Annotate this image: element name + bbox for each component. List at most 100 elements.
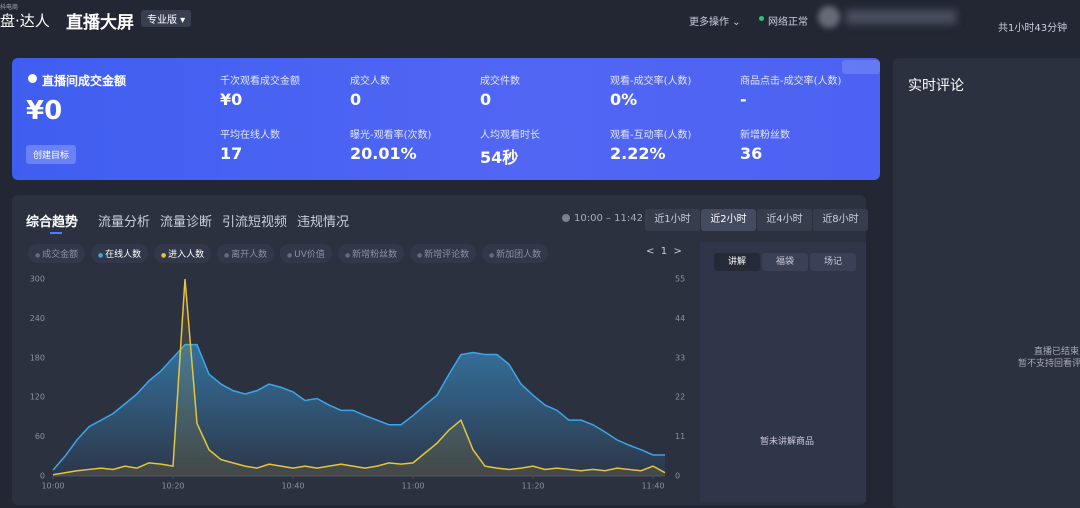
chip-text: 新加团人数 bbox=[496, 250, 542, 260]
y-tick-label: 300 bbox=[30, 275, 45, 284]
avatar bbox=[818, 6, 840, 28]
chip-text: 新增评论数 bbox=[424, 250, 470, 260]
range-button[interactable]: 近4小时 bbox=[757, 209, 812, 231]
metric-label: 人均观看时长 bbox=[480, 130, 540, 141]
summary-card bbox=[12, 58, 880, 180]
tab[interactable]: 综合趋势 bbox=[26, 215, 79, 230]
comments-note: 暂不支持回看评论 bbox=[1018, 359, 1080, 369]
metric-label: 商品点击-成交率(人数) bbox=[740, 76, 842, 87]
metric-value: 0 bbox=[480, 90, 492, 109]
page-title: 直播大屏 bbox=[66, 13, 134, 33]
y2-tick-label: 11 bbox=[675, 432, 685, 441]
side-empty: 暂未讲解商品 bbox=[760, 437, 815, 447]
metric-label: 成交件数 bbox=[480, 76, 520, 87]
chip-text: 进入人数 bbox=[168, 250, 205, 260]
icon bbox=[28, 74, 37, 83]
tab[interactable]: 引流短视频 bbox=[222, 215, 288, 230]
y2-tick-label: 44 bbox=[675, 314, 685, 323]
y-tick-label: 240 bbox=[30, 314, 45, 323]
brand: 盘·达人 bbox=[0, 12, 50, 30]
metric-value: 2.22% bbox=[610, 144, 666, 163]
metric-label: 曝光-观看率(次数) bbox=[350, 130, 432, 141]
range-button[interactable]: 近8小时 bbox=[813, 209, 868, 231]
y2-tick-label: 22 bbox=[675, 393, 685, 402]
metric-value: ¥0 bbox=[220, 90, 243, 109]
main-label: 直播间成交金额 bbox=[42, 74, 127, 88]
badge[interactable]: 专业版 ▾ bbox=[141, 10, 192, 27]
legend-chip[interactable]: ● 进入人数 bbox=[154, 244, 212, 263]
duration: 共1小时43分钟 bbox=[998, 23, 1068, 34]
side-tab[interactable]: 讲解 bbox=[714, 253, 760, 271]
area-fill bbox=[53, 344, 665, 476]
comments-status: 直播已结束 bbox=[1034, 347, 1080, 357]
y-tick-label: 0 bbox=[40, 472, 45, 481]
metric-label: 观看-互动率(人数) bbox=[610, 130, 692, 141]
time-range: 10:00 – 11:42 bbox=[574, 213, 643, 224]
metric-label: 观看-成交率(人数) bbox=[610, 76, 692, 87]
y2-tick-label: 0 bbox=[675, 472, 680, 481]
metric-value: 0 bbox=[350, 90, 362, 109]
metric-value: 20.01% bbox=[350, 144, 417, 163]
metric-value: 17 bbox=[220, 144, 243, 163]
x-tick-label: 10:20 bbox=[161, 482, 184, 491]
x-tick-label: 10:00 bbox=[41, 482, 64, 491]
side-tab[interactable]: 场记 bbox=[810, 253, 856, 271]
metric-label: 新增粉丝数 bbox=[740, 130, 790, 141]
x-tick-label: 11:00 bbox=[401, 482, 424, 491]
tab[interactable]: 违规情况 bbox=[297, 215, 350, 230]
range-button[interactable]: 近1小时 bbox=[645, 209, 700, 231]
series-line bbox=[52, 278, 666, 476]
comments-panel bbox=[893, 58, 1080, 508]
metric-label: 成交人数 bbox=[350, 76, 390, 87]
chip-text: 离开人数 bbox=[231, 250, 268, 260]
badge-text: 专业版 bbox=[147, 15, 177, 26]
main-value: ¥0 bbox=[26, 96, 63, 126]
legend-chip[interactable]: ● 新增评论数 bbox=[410, 244, 477, 263]
x-tick-label: 11:40 bbox=[641, 482, 664, 491]
side-panel bbox=[700, 242, 866, 502]
more-menu[interactable]: 更多操作 ⌄ bbox=[689, 17, 741, 28]
chip-text: UV价值 bbox=[294, 250, 325, 260]
tab-underline bbox=[50, 232, 62, 234]
metric-value: 0% bbox=[610, 90, 638, 109]
legend-chip[interactable]: ● UV价值 bbox=[280, 244, 332, 263]
side-tab[interactable]: 福袋 bbox=[762, 253, 808, 271]
metric-value: 54秒 bbox=[480, 148, 519, 167]
x-tick-label: 11:20 bbox=[521, 482, 544, 491]
more-text: 更多操作 bbox=[689, 17, 729, 28]
comments-title: 实时评论 bbox=[908, 78, 964, 94]
legend-chip[interactable]: ● 新增粉丝数 bbox=[338, 244, 405, 263]
y-tick-label: 120 bbox=[30, 393, 45, 402]
range-button[interactable]: 近2小时 bbox=[701, 209, 756, 231]
page-number: 1 bbox=[660, 246, 668, 257]
series-line bbox=[52, 343, 665, 471]
legend-chip[interactable]: ● 在线人数 bbox=[91, 244, 149, 263]
metric-value: - bbox=[740, 90, 747, 109]
chip-text: 新增粉丝数 bbox=[352, 250, 398, 260]
brand-sub: 抖电商 bbox=[0, 4, 19, 11]
legend-chip[interactable]: ● 成交金额 bbox=[28, 244, 86, 263]
y-tick-label: 60 bbox=[35, 432, 45, 441]
y2-tick-label: 55 bbox=[675, 275, 685, 284]
legend-chip[interactable]: ● 新加团人数 bbox=[482, 244, 549, 263]
y2-tick-label: 33 bbox=[675, 353, 685, 362]
network-status: 网络正常 bbox=[768, 17, 808, 28]
status-dot bbox=[759, 16, 764, 21]
goal-button[interactable]: 创建目标 bbox=[26, 145, 77, 164]
blurred-name bbox=[846, 10, 956, 24]
legend-chip[interactable]: ● 离开人数 bbox=[217, 244, 275, 263]
pager[interactable]: < 1 > bbox=[646, 246, 682, 257]
tab[interactable]: 流量诊断 bbox=[160, 215, 213, 230]
chip-text: 在线人数 bbox=[105, 250, 142, 260]
y-tick-label: 180 bbox=[30, 353, 45, 362]
chip-text: 成交金额 bbox=[42, 250, 79, 260]
metric-label: 平均在线人数 bbox=[220, 130, 280, 141]
x-tick-label: 10:40 bbox=[281, 482, 304, 491]
tab[interactable]: 流量分析 bbox=[98, 215, 151, 230]
card-tools[interactable] bbox=[842, 60, 880, 74]
clock-icon bbox=[562, 214, 570, 222]
metric-value: 36 bbox=[740, 144, 763, 163]
metric-label: 千次观看成交金额 bbox=[220, 76, 300, 87]
